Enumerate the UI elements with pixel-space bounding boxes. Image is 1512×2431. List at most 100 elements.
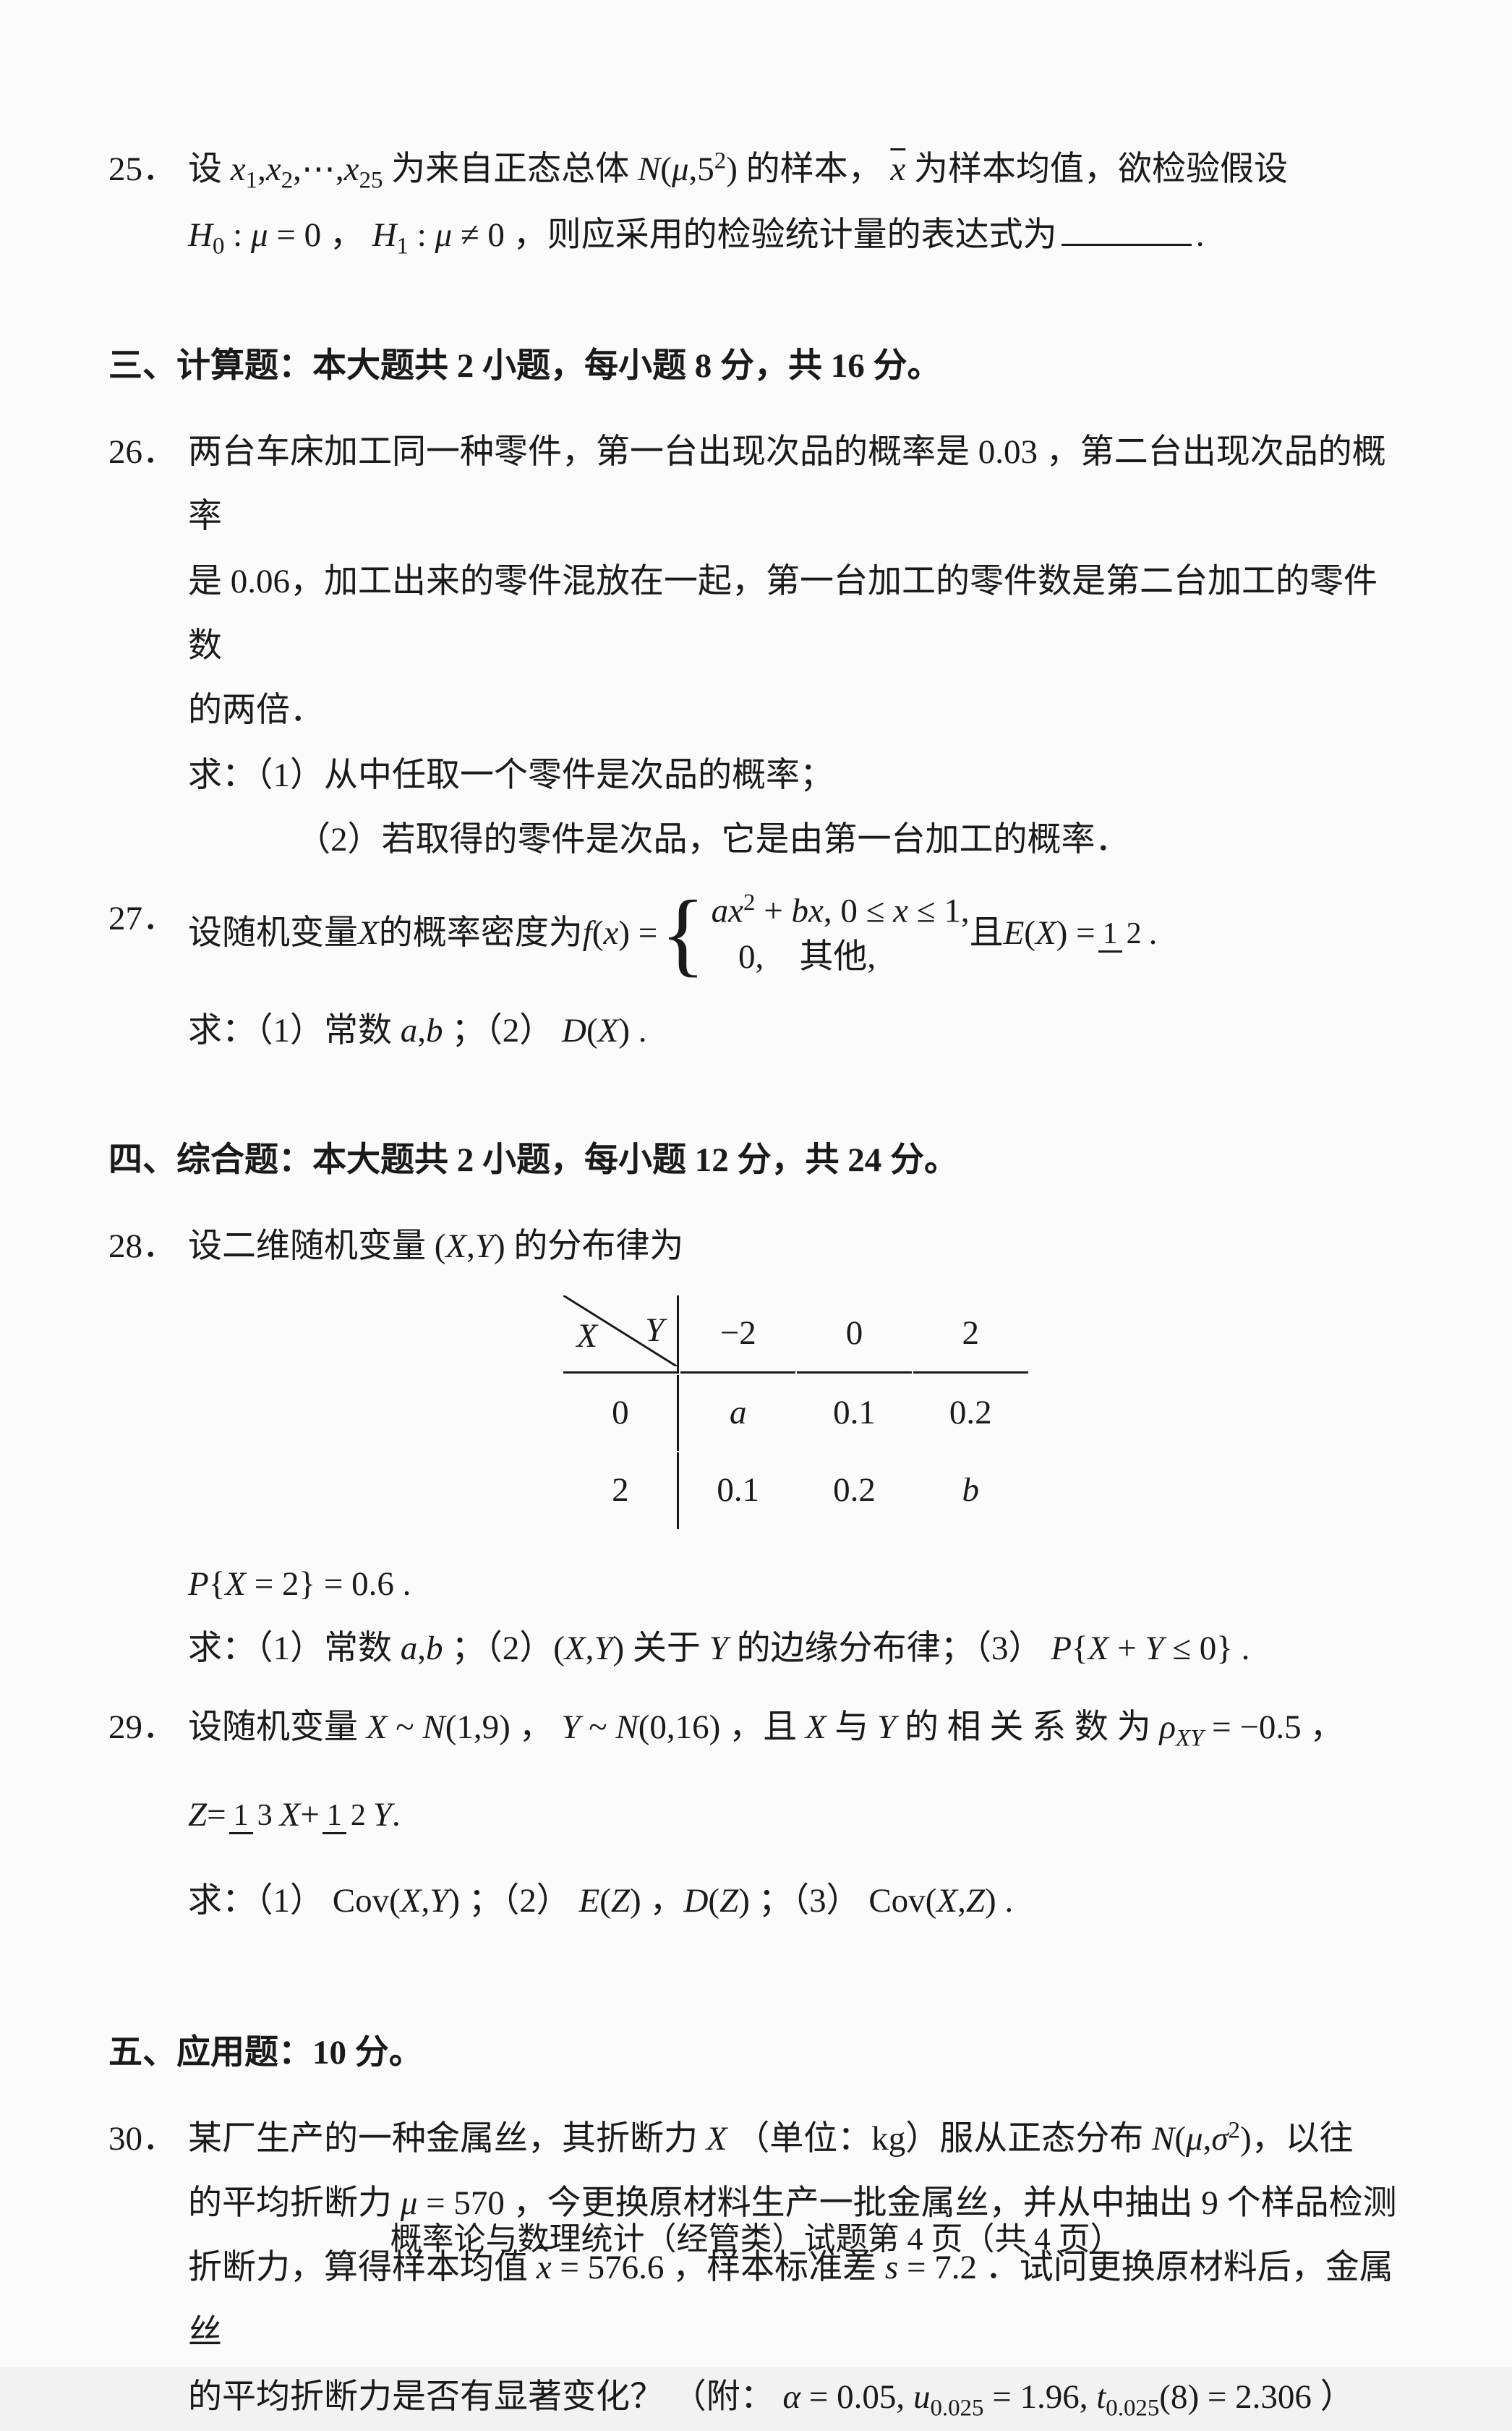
section-5-title: 五、应用题：10 分。 — [108, 2021, 1404, 2085]
X-label: X — [576, 1304, 597, 1368]
text: ) ；（3） Cov( — [738, 1882, 936, 1920]
X: X — [401, 1882, 422, 1920]
plus: + — [1109, 1630, 1145, 1667]
Y: Y — [475, 1227, 494, 1265]
table-row: 0 a 0.1 0.2 — [563, 1375, 1028, 1451]
cell: b — [913, 1452, 1028, 1528]
sub: 0.025 — [930, 2395, 983, 2421]
args: (0,16) ，且 — [638, 1708, 806, 1746]
text: ) 关于 — [613, 1630, 709, 1667]
col-head: −2 — [680, 1295, 795, 1374]
q29-l1: 设随机变量 X ~ N(1,9) ， Y ~ N(0,16) ，且 X 与 Y … — [188, 1695, 1404, 1761]
X: X — [706, 2120, 727, 2158]
question-body: 某厂生产的一种金属丝，其折断力 X （单位：kg）服从正态分布 N(μ,σ2)，… — [188, 2107, 1404, 2431]
lp: ( — [586, 1012, 598, 1050]
text: 求：（1） Cov( — [188, 1882, 401, 1920]
sub: XY — [1176, 1725, 1203, 1751]
comma: , — [417, 1012, 426, 1050]
text: = 0 ， — [268, 216, 372, 254]
ax: ax — [712, 893, 743, 930]
sup: 2 — [714, 148, 726, 174]
lp: ( — [599, 1882, 611, 1920]
sup: 2 — [743, 890, 755, 916]
text: ) 的分布律为 — [494, 1227, 683, 1265]
q26-l3: 的两倍． — [188, 678, 1404, 743]
X: X — [280, 1783, 301, 1847]
comma: , — [957, 1882, 966, 1920]
mu: μ — [672, 150, 689, 188]
var-N: N — [638, 150, 660, 188]
sigma: σ — [1211, 2120, 1228, 2158]
text: ) ；（2） — [448, 1882, 578, 1920]
cell: 0.1 — [797, 1375, 912, 1451]
Y: Y — [373, 1783, 392, 1847]
period: . — [392, 1783, 401, 1847]
num: 1 — [323, 1799, 346, 1834]
pw-row1: ax2 + bx, 0 ≤ x ≤ 1, — [712, 887, 970, 934]
text: 求：（1）常数 — [188, 1630, 401, 1667]
lp: ( — [1024, 901, 1035, 966]
fraction: 13 — [229, 1800, 277, 1831]
D: D — [562, 1012, 586, 1050]
zero: 0, — [712, 934, 791, 980]
text: ；（2） — [443, 1012, 563, 1050]
piecewise: { ax2 + bx, 0 ≤ x ≤ 1, 0, 其他, — [657, 887, 969, 981]
text: 的样本， — [738, 150, 891, 188]
text: 且 — [970, 901, 1004, 966]
tilde: ~ — [580, 1708, 615, 1746]
text: 的平均折断力是否有显著变化？ （附： — [188, 2378, 783, 2416]
col-head: 0 — [797, 1295, 912, 1374]
question-25: 25． 设 x1,x2,⋯,x25 为来自正态总体 N(μ,52) 的样本， x… — [108, 137, 1404, 269]
sub: 2 — [281, 167, 293, 193]
a: a — [401, 1012, 418, 1050]
dots: ,⋯, — [293, 150, 344, 188]
var-x: x — [344, 150, 359, 188]
eq: = — [207, 1783, 226, 1847]
cell: 0.1 — [680, 1452, 795, 1528]
table-row: 2 0.1 0.2 b — [563, 1452, 1028, 1528]
text: 的概率密度为 — [379, 901, 583, 966]
question-30: 30． 某厂生产的一种金属丝，其折断力 X （单位：kg）服从正态分布 N(μ,… — [108, 2107, 1404, 2431]
Y: Y — [877, 1708, 896, 1746]
X: X — [806, 1708, 827, 1746]
sub: 25 — [359, 167, 383, 193]
Y: Y — [561, 1708, 580, 1746]
q25-line2: H0 : μ = 0 ， H1 : μ ≠ 0 ，则应采用的检验统计量的表达式为… — [188, 203, 1404, 269]
D: D — [683, 1882, 708, 1920]
text: 设随机变量 — [188, 1708, 367, 1746]
text: ；（2）( — [443, 1630, 565, 1667]
mu: μ — [435, 216, 453, 254]
row-head: 2 — [563, 1452, 679, 1528]
var-E: E — [1004, 901, 1025, 966]
X: X — [1088, 1630, 1109, 1667]
text: ≠ 0 ，则应采用的检验统计量的表达式为 — [452, 216, 1057, 254]
left-brace-icon: { — [660, 894, 705, 974]
question-number: 28． — [108, 1214, 188, 1279]
Y: Y — [1145, 1630, 1163, 1667]
q26-l4: 求：（1）从中任取一个零件是次品的概率； — [188, 744, 1404, 808]
a: a — [401, 1630, 418, 1667]
q29-l3: 求：（1） Cov(X,Y) ；（2） E(Z) ，D(Z) ；（3） Cov(… — [188, 1869, 1404, 1933]
question-26: 26． 两台车床加工同一种零件，第一台出现次品的概率是 0.03 ，第二台出现次… — [108, 420, 1404, 872]
sub: 1 — [397, 233, 409, 259]
question-number: 25． — [108, 137, 188, 202]
period: . — [1149, 901, 1158, 966]
fraction: 12 — [1098, 918, 1146, 950]
num: 1 — [1098, 917, 1122, 953]
text: ≤ 0} . — [1163, 1630, 1250, 1667]
comma: , — [586, 1630, 594, 1667]
plus: + — [300, 1783, 320, 1847]
page-footer: 概率论与数理统计（经管类）试题第 4 页（共 4 页） — [0, 2213, 1512, 2259]
eq: ) = — [618, 901, 657, 966]
xbar: x — [890, 150, 905, 188]
Z: Z — [611, 1882, 630, 1920]
mu: μ — [1186, 2120, 1203, 2158]
text: 为来自正态总体 — [383, 150, 638, 188]
den: 3 — [253, 1799, 277, 1832]
E: E — [579, 1882, 600, 1920]
text: ) ， — [630, 1882, 683, 1920]
X: X — [367, 1708, 388, 1746]
sup: 2 — [1229, 2117, 1240, 2143]
P: P — [188, 1565, 209, 1603]
N: N — [422, 1708, 445, 1746]
